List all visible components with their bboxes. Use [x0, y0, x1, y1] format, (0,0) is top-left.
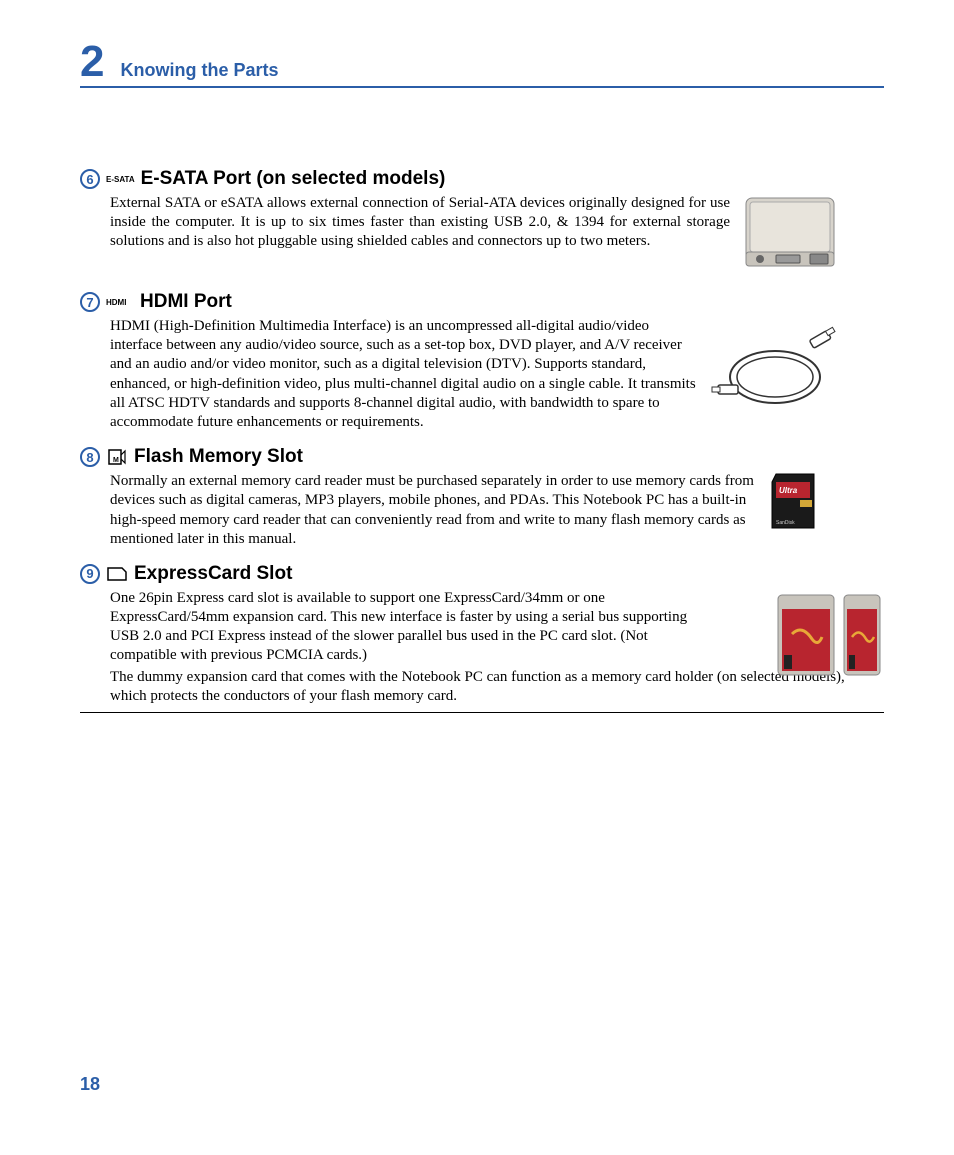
expresscards-illustration — [774, 589, 884, 686]
flash-slot-icon: M — [106, 449, 128, 465]
svg-text:M: M — [113, 457, 119, 464]
section-expresscard: 9 ExpressCard Slot One 26pin Express car… — [80, 563, 884, 713]
section-heading: 9 ExpressCard Slot — [80, 563, 884, 585]
section-esata: 6 E-SATA E-SATA Port (on selected models… — [80, 168, 884, 277]
page-header: 2 Knowing the Parts — [80, 40, 884, 88]
chapter-number: 2 — [80, 40, 104, 84]
svg-text:Ultra: Ultra — [779, 486, 798, 495]
section-body: External SATA or eSATA allows external c… — [110, 194, 730, 252]
section-title: E-SATA Port (on selected models) — [141, 168, 446, 190]
page-number: 18 — [80, 1074, 100, 1095]
sd-card-illustration: Ultra SanDisk — [770, 472, 820, 537]
section-heading: 8 M Flash Memory Slot — [80, 446, 884, 468]
section-title: ExpressCard Slot — [134, 563, 292, 585]
section-body: HDMI (High-Definition Multimedia Interfa… — [110, 317, 700, 432]
hdmi-cable-illustration — [710, 317, 840, 422]
chapter-title: Knowing the Parts — [120, 60, 278, 81]
item-number-badge: 7 — [80, 292, 100, 312]
section-body-extra: The dummy expansion card that comes with… — [110, 668, 870, 706]
section-title: HDMI Port — [140, 291, 232, 313]
section-hdmi: 7 HDMI HDMI Port HDMI (High-Definition M… — [80, 291, 884, 432]
section-body: One 26pin Express card slot is available… — [110, 589, 710, 666]
svg-text:SanDisk: SanDisk — [776, 520, 795, 526]
item-number-badge: 6 — [80, 169, 100, 189]
section-heading: 6 E-SATA E-SATA Port (on selected models… — [80, 168, 884, 190]
esata-label: E-SATA — [106, 175, 135, 184]
section-divider — [80, 712, 884, 713]
section-heading: 7 HDMI HDMI Port — [80, 291, 884, 313]
hdmi-label: HDMI — [106, 298, 134, 307]
esata-device-illustration — [740, 194, 840, 277]
section-flash-memory: 8 M Flash Memory Slot Normally an extern… — [80, 446, 884, 549]
section-title: Flash Memory Slot — [134, 446, 303, 468]
item-number-badge: 8 — [80, 447, 100, 467]
section-body: Normally an external memory card reader … — [110, 472, 760, 549]
item-number-badge: 9 — [80, 564, 100, 584]
expresscard-icon — [106, 567, 128, 581]
